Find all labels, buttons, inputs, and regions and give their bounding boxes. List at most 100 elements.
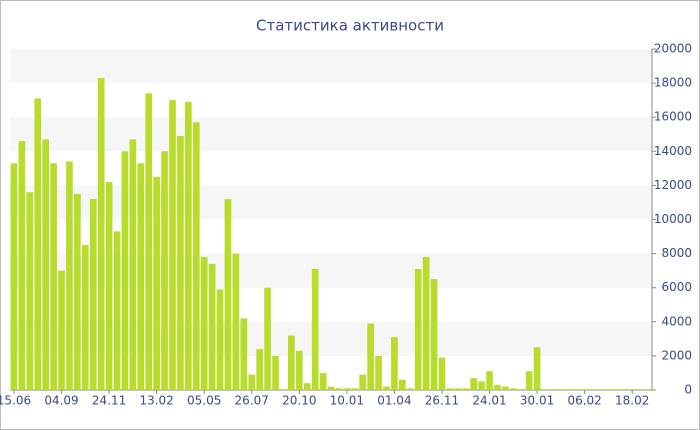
bar [169,100,176,391]
x-tick-label: 04.09 [44,394,78,408]
grid-band [10,49,652,84]
chart-title: Статистика активности [256,17,444,35]
x-tick-label: 13.02 [139,394,173,408]
bar [192,122,200,390]
bar [636,389,644,390]
bar [406,388,414,390]
bar [50,163,57,390]
bar [264,287,271,390]
bar [351,388,359,390]
bar [581,389,588,390]
x-tick-label: 06.02 [567,394,601,408]
x-tick-label: 30.01 [520,394,554,408]
x-tick-label: 24.01 [472,394,506,408]
bar [105,181,113,390]
y-tick-label: 16000 [654,110,692,124]
bar [319,372,327,390]
bar [494,384,501,390]
bar [414,268,422,390]
bar [438,357,446,390]
bar [486,371,493,390]
bar [248,374,256,390]
bar [232,253,240,390]
bar [177,135,184,390]
bar [359,374,367,390]
bar [200,257,208,390]
bar [343,388,351,390]
bar [533,347,541,390]
bar [240,318,248,390]
bar [327,386,335,390]
bar [153,176,160,390]
bar [161,151,168,390]
bar [97,77,105,391]
bar [391,337,398,390]
bar [26,192,34,390]
bar [367,323,374,390]
bar [303,383,311,390]
bar [89,199,97,390]
bar [628,389,636,390]
x-tick-label: 24.11 [92,394,126,408]
y-tick-label: 0 [684,383,692,397]
bar [549,389,557,390]
bar [383,386,390,390]
bar [335,388,343,390]
bar [18,141,26,390]
bar [478,381,485,390]
bar [430,279,438,390]
bar [272,355,279,390]
bar [589,389,596,390]
x-tick-label: 15.06 [0,394,31,408]
grid-band [10,185,652,220]
x-tick-label: 26.11 [425,394,459,408]
bar [129,139,137,390]
bar [462,388,470,390]
bar [10,163,18,390]
x-tick-label: 05.05 [187,394,221,408]
bar [573,389,581,390]
bar [121,151,129,390]
bar [605,389,612,390]
bar [541,389,549,390]
bar [185,101,192,390]
bar [113,231,121,390]
bar [422,257,430,390]
bar [58,270,65,390]
y-tick-label: 18000 [654,76,692,90]
bar [446,388,454,390]
bar [375,355,382,390]
bar [145,93,153,390]
bar [454,388,462,390]
bar [295,350,303,390]
y-tick-label: 4000 [661,314,692,328]
x-tick-label: 01.04 [377,394,411,408]
bar [470,378,477,390]
bar [644,389,652,390]
bar [34,98,42,390]
bar [224,199,232,390]
bar [280,389,287,390]
bar [613,389,620,390]
bar [216,289,224,390]
y-tick-label: 14000 [654,144,692,158]
grid-band [10,117,652,152]
y-tick-label: 10000 [654,212,692,226]
x-tick-label: 10.01 [330,394,364,408]
y-tick-label: 20000 [654,42,692,56]
x-tick-label: 18.02 [615,394,649,408]
bar [74,193,81,390]
bar [399,379,406,390]
bar [620,389,628,390]
bar [557,389,565,390]
bar [565,389,573,390]
bar [311,268,319,390]
y-tick-label: 6000 [661,280,692,294]
bar [256,349,263,390]
bar [597,389,604,390]
bar [42,139,49,390]
bar [525,371,533,390]
y-tick-label: 12000 [654,178,692,192]
bar [517,389,525,390]
